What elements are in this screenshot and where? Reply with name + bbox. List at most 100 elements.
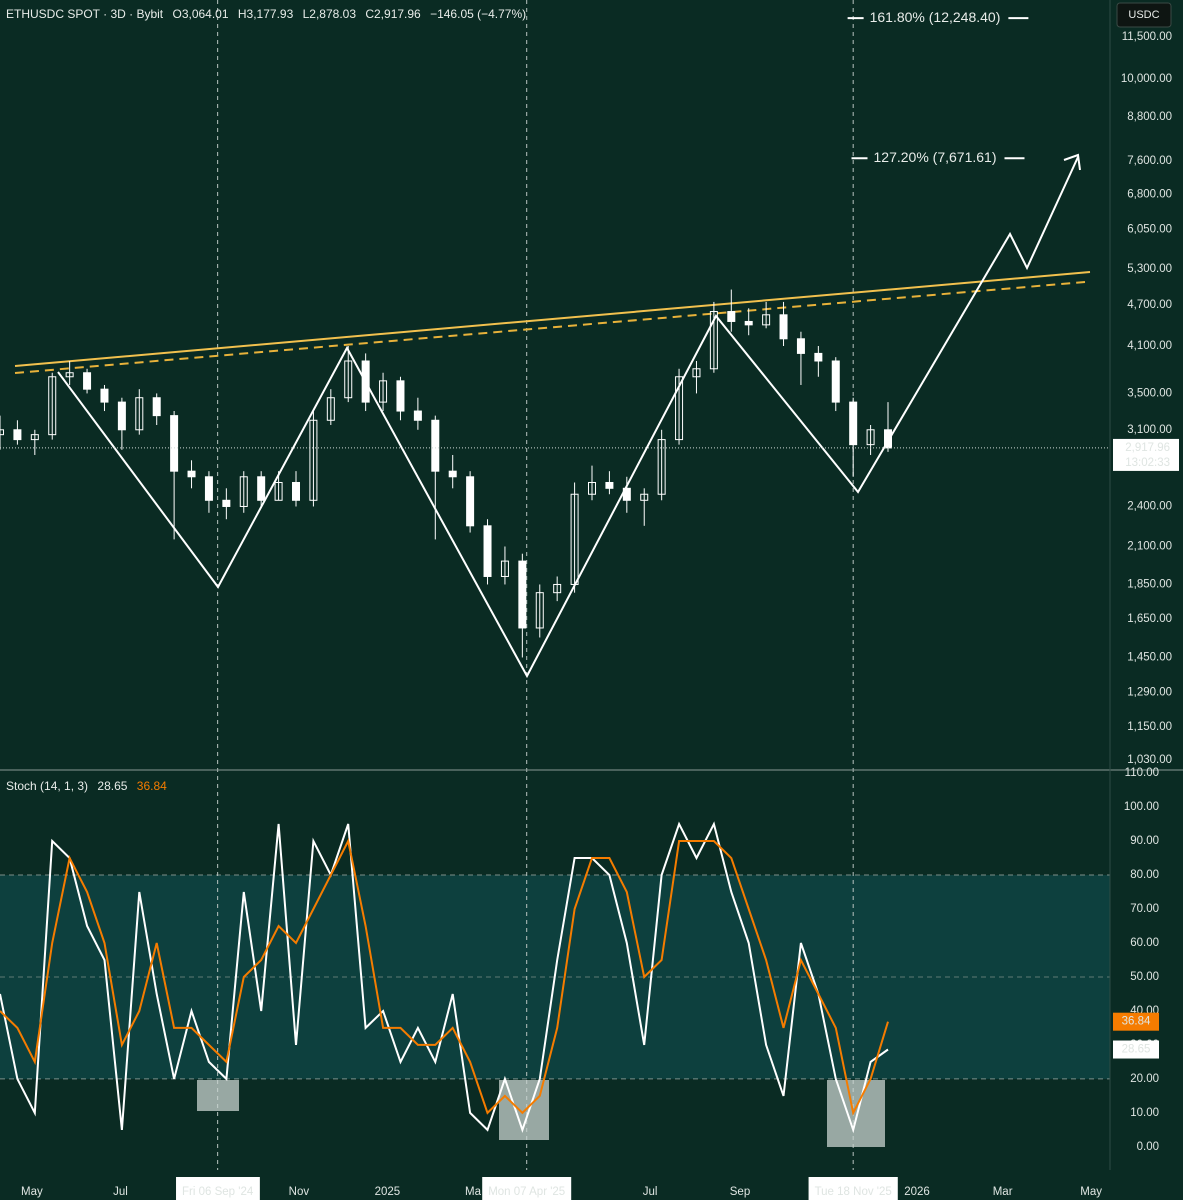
y-tick-label: 1,150.00 bbox=[1127, 721, 1172, 733]
y-tick-label: 0.00 bbox=[1137, 1141, 1159, 1153]
y-tick-label: 1,850.00 bbox=[1127, 578, 1172, 590]
candle-body bbox=[831, 360, 840, 403]
stoch-d-value: 36.84 bbox=[137, 779, 167, 793]
candle-body bbox=[779, 314, 788, 340]
ohlc-open: O3,064.01 bbox=[172, 7, 228, 21]
candle-body bbox=[309, 419, 318, 501]
y-tick-label: 1,450.00 bbox=[1127, 651, 1172, 663]
x-tick-label: Jul bbox=[113, 1186, 128, 1198]
stoch-legend: Stoch (14, 1, 3) 28.65 36.84 bbox=[6, 779, 167, 793]
candle-body bbox=[640, 493, 649, 501]
candle-body bbox=[135, 397, 144, 431]
x-tick-label: Mar bbox=[993, 1186, 1013, 1198]
value-tag-label: 36.84 bbox=[1122, 1016, 1151, 1028]
candle-body bbox=[884, 429, 892, 449]
candle-body bbox=[588, 481, 596, 495]
candle-body bbox=[257, 476, 266, 501]
stoch-k-value: 28.65 bbox=[97, 779, 127, 793]
y-tick-label: 7,600.00 bbox=[1127, 155, 1172, 167]
candle-body bbox=[675, 376, 684, 441]
x-tick-label: May bbox=[21, 1186, 43, 1198]
value-tag bbox=[1113, 1040, 1159, 1059]
y-tick-label: 4,700.00 bbox=[1127, 299, 1172, 311]
fib-label: 161.80% (12,248.40) bbox=[870, 9, 1001, 25]
candle-body bbox=[744, 320, 753, 326]
candle-body bbox=[117, 401, 126, 431]
change: −146.05 (−4.77%) bbox=[430, 7, 526, 21]
x-tick-label: Sep bbox=[730, 1186, 750, 1198]
candle-body bbox=[657, 439, 666, 495]
candle-body bbox=[866, 429, 875, 446]
y-tick-label: 20.00 bbox=[1130, 1073, 1159, 1085]
price-legend: ETHUSDC SPOT · 3D · Bybit O3,064.01 H3,1… bbox=[6, 7, 526, 21]
trendline bbox=[14, 271, 1091, 367]
candle-body bbox=[466, 476, 475, 527]
ohlc-low: L2,878.03 bbox=[303, 7, 357, 21]
y-tick-label: 1,030.00 bbox=[1127, 754, 1172, 766]
y-tick-label: 90.00 bbox=[1130, 835, 1159, 847]
x-tick-label: Tue 18 Nov '25 bbox=[815, 1186, 892, 1198]
y-tick-label: 80.00 bbox=[1130, 869, 1159, 881]
candle-body bbox=[170, 415, 179, 472]
y-tick-label: 4,100.00 bbox=[1127, 340, 1172, 352]
y-tick-label: 2,100.00 bbox=[1127, 541, 1172, 553]
x-tick-label: Jul bbox=[643, 1186, 658, 1198]
ohlc-close: C2,917.96 bbox=[365, 7, 421, 21]
y-tick-label: 70.00 bbox=[1130, 903, 1159, 915]
stoch-title: Stoch (14, 1, 3) bbox=[6, 779, 88, 793]
candle-body bbox=[292, 481, 300, 501]
x-tick-highlight bbox=[482, 1177, 572, 1200]
candle-body bbox=[518, 560, 527, 629]
y-tick-label: 60.00 bbox=[1130, 937, 1159, 949]
pattern-zigzag bbox=[57, 156, 1079, 679]
y-tick-label: 100.00 bbox=[1124, 801, 1159, 813]
x-tick-label: Fri 06 Sep '24 bbox=[182, 1186, 254, 1198]
stoch-line bbox=[0, 821, 889, 1134]
candle-body bbox=[448, 470, 457, 478]
x-tick-label: May bbox=[1080, 1186, 1102, 1198]
candle-body bbox=[361, 360, 370, 403]
candle-body bbox=[65, 372, 74, 378]
candle-body bbox=[274, 481, 283, 501]
candle-body bbox=[13, 429, 22, 441]
x-tick-label: Nov bbox=[289, 1186, 310, 1198]
candle-body bbox=[483, 525, 492, 577]
candle-body bbox=[814, 352, 823, 362]
candle-body bbox=[48, 376, 57, 436]
y-tick-label: 11,500.00 bbox=[1122, 31, 1172, 43]
y-tick-label: 110.00 bbox=[1125, 767, 1159, 779]
x-tick-label: 2026 bbox=[904, 1186, 930, 1198]
currency-button[interactable] bbox=[1116, 2, 1172, 28]
ohlc-high: H3,177.93 bbox=[238, 7, 294, 21]
candle-body bbox=[570, 493, 579, 585]
candle-body bbox=[222, 499, 231, 507]
countdown: 13:02:33 bbox=[1125, 457, 1170, 469]
candle-body bbox=[187, 470, 196, 478]
candle-body bbox=[605, 481, 614, 489]
candle-body bbox=[500, 560, 509, 577]
candle-body bbox=[239, 476, 248, 507]
value-tag bbox=[1113, 1012, 1159, 1031]
y-tick-label: 8,800.00 bbox=[1127, 111, 1172, 123]
highlight-box bbox=[827, 1080, 885, 1147]
value-tag-label: 28.65 bbox=[1122, 1044, 1151, 1056]
candle-body bbox=[204, 476, 213, 501]
candle-body bbox=[152, 397, 161, 417]
y-tick-label: 1,290.00 bbox=[1127, 687, 1172, 699]
candle-body bbox=[83, 372, 92, 390]
y-tick-label: 1,650.00 bbox=[1127, 613, 1172, 625]
y-tick-label: 50.00 bbox=[1130, 971, 1159, 983]
candle-body bbox=[413, 410, 422, 421]
candle-body bbox=[622, 487, 631, 501]
x-tick-label: 2025 bbox=[375, 1186, 401, 1198]
candle-body bbox=[326, 397, 335, 421]
arrow-head bbox=[1063, 153, 1081, 171]
marks-layer: May Jul Fri 06 Sep '24 Nov 2025 Ma Mon 07 Apr … bbox=[0, 9, 1179, 1200]
y-tick-label: 2,400.00 bbox=[1127, 501, 1172, 513]
candle-body bbox=[692, 368, 701, 378]
x-tick-highlight bbox=[176, 1177, 260, 1200]
currency-label[interactable]: USDC bbox=[1128, 9, 1159, 21]
last-price-label: 2,917.96 bbox=[1125, 442, 1170, 454]
